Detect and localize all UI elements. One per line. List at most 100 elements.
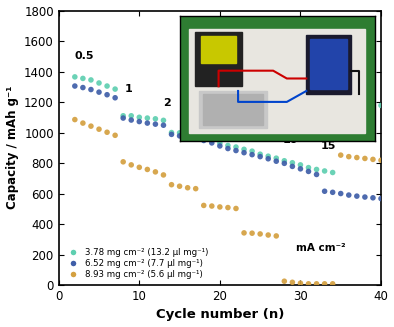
Point — [144, 115, 151, 121]
Point — [346, 193, 352, 198]
Text: 1: 1 — [125, 84, 132, 95]
Point — [72, 83, 78, 89]
Point — [144, 120, 151, 126]
Point — [177, 183, 183, 189]
Point — [104, 129, 110, 135]
Point — [354, 155, 360, 160]
Point — [80, 76, 86, 81]
Point — [128, 162, 134, 167]
Point — [241, 147, 247, 152]
Point — [289, 160, 296, 165]
Point — [217, 141, 223, 146]
Point — [297, 281, 304, 286]
Point — [168, 132, 175, 137]
Point — [305, 281, 312, 286]
Text: 3: 3 — [210, 123, 218, 132]
Point — [120, 159, 126, 164]
Y-axis label: Capacity / mAh g⁻¹: Capacity / mAh g⁻¹ — [6, 86, 19, 210]
Point — [112, 95, 118, 100]
Point — [273, 233, 279, 238]
Point — [144, 167, 151, 172]
Text: mA cm⁻²: mA cm⁻² — [296, 243, 346, 253]
Point — [257, 154, 263, 159]
Point — [88, 124, 94, 129]
Point — [346, 97, 352, 102]
Point — [289, 280, 296, 285]
Point — [313, 281, 320, 286]
Point — [362, 156, 368, 161]
Point — [305, 169, 312, 174]
Point — [80, 120, 86, 126]
Point — [338, 95, 344, 100]
Point — [217, 204, 223, 210]
Point — [297, 166, 304, 171]
Point — [120, 115, 126, 121]
Point — [329, 170, 336, 175]
Text: 5: 5 — [242, 123, 250, 132]
Point — [249, 152, 255, 157]
Point — [370, 195, 376, 200]
Point — [177, 133, 183, 139]
Point — [354, 99, 360, 104]
Point — [88, 87, 94, 92]
Point — [346, 154, 352, 159]
Legend: 3.78 mg cm⁻² (13.2 μl mg⁻¹), 6.52 mg cm⁻² (7.7 μl mg⁻¹), 8.93 mg cm⁻² (5.6 μl mg: 3.78 mg cm⁻² (13.2 μl mg⁻¹), 6.52 mg cm⁻… — [63, 246, 210, 281]
Point — [136, 165, 143, 170]
Point — [201, 203, 207, 208]
Point — [193, 133, 199, 139]
Point — [370, 101, 376, 107]
Point — [104, 92, 110, 97]
Point — [209, 138, 215, 143]
Point — [233, 148, 239, 153]
Point — [120, 113, 126, 118]
Point — [96, 127, 102, 132]
Point — [257, 152, 263, 157]
Point — [201, 138, 207, 143]
Point — [209, 140, 215, 146]
Point — [378, 158, 384, 163]
Point — [289, 164, 296, 169]
Point — [329, 281, 336, 286]
Point — [329, 190, 336, 195]
Point — [136, 115, 143, 120]
Point — [193, 136, 199, 142]
Text: 0.5: 0.5 — [75, 51, 94, 61]
Point — [257, 231, 263, 236]
Point — [184, 185, 191, 190]
Point — [362, 100, 368, 105]
Point — [128, 113, 134, 118]
Text: 0.5: 0.5 — [353, 78, 372, 88]
Point — [168, 130, 175, 135]
Point — [281, 158, 288, 164]
Text: 2: 2 — [164, 98, 171, 108]
Point — [112, 133, 118, 138]
Point — [249, 148, 255, 154]
Point — [128, 117, 134, 123]
Point — [201, 135, 207, 141]
Point — [225, 146, 231, 151]
Point — [322, 281, 328, 286]
Point — [152, 169, 158, 175]
Point — [233, 206, 239, 211]
Point — [152, 122, 158, 127]
Point — [168, 182, 175, 187]
Text: 15: 15 — [321, 141, 336, 151]
X-axis label: Cycle number (n): Cycle number (n) — [156, 308, 284, 321]
Point — [184, 135, 191, 140]
Point — [378, 103, 384, 108]
Point — [209, 203, 215, 209]
Point — [370, 157, 376, 162]
Point — [177, 130, 183, 135]
Point — [160, 118, 167, 123]
Point — [152, 116, 158, 121]
Point — [217, 143, 223, 148]
Point — [297, 162, 304, 167]
Point — [136, 119, 143, 124]
Point — [72, 74, 78, 79]
Point — [313, 172, 320, 177]
Point — [273, 159, 279, 164]
Point — [322, 189, 328, 194]
Point — [249, 231, 255, 236]
Point — [225, 205, 231, 210]
Point — [233, 145, 239, 150]
